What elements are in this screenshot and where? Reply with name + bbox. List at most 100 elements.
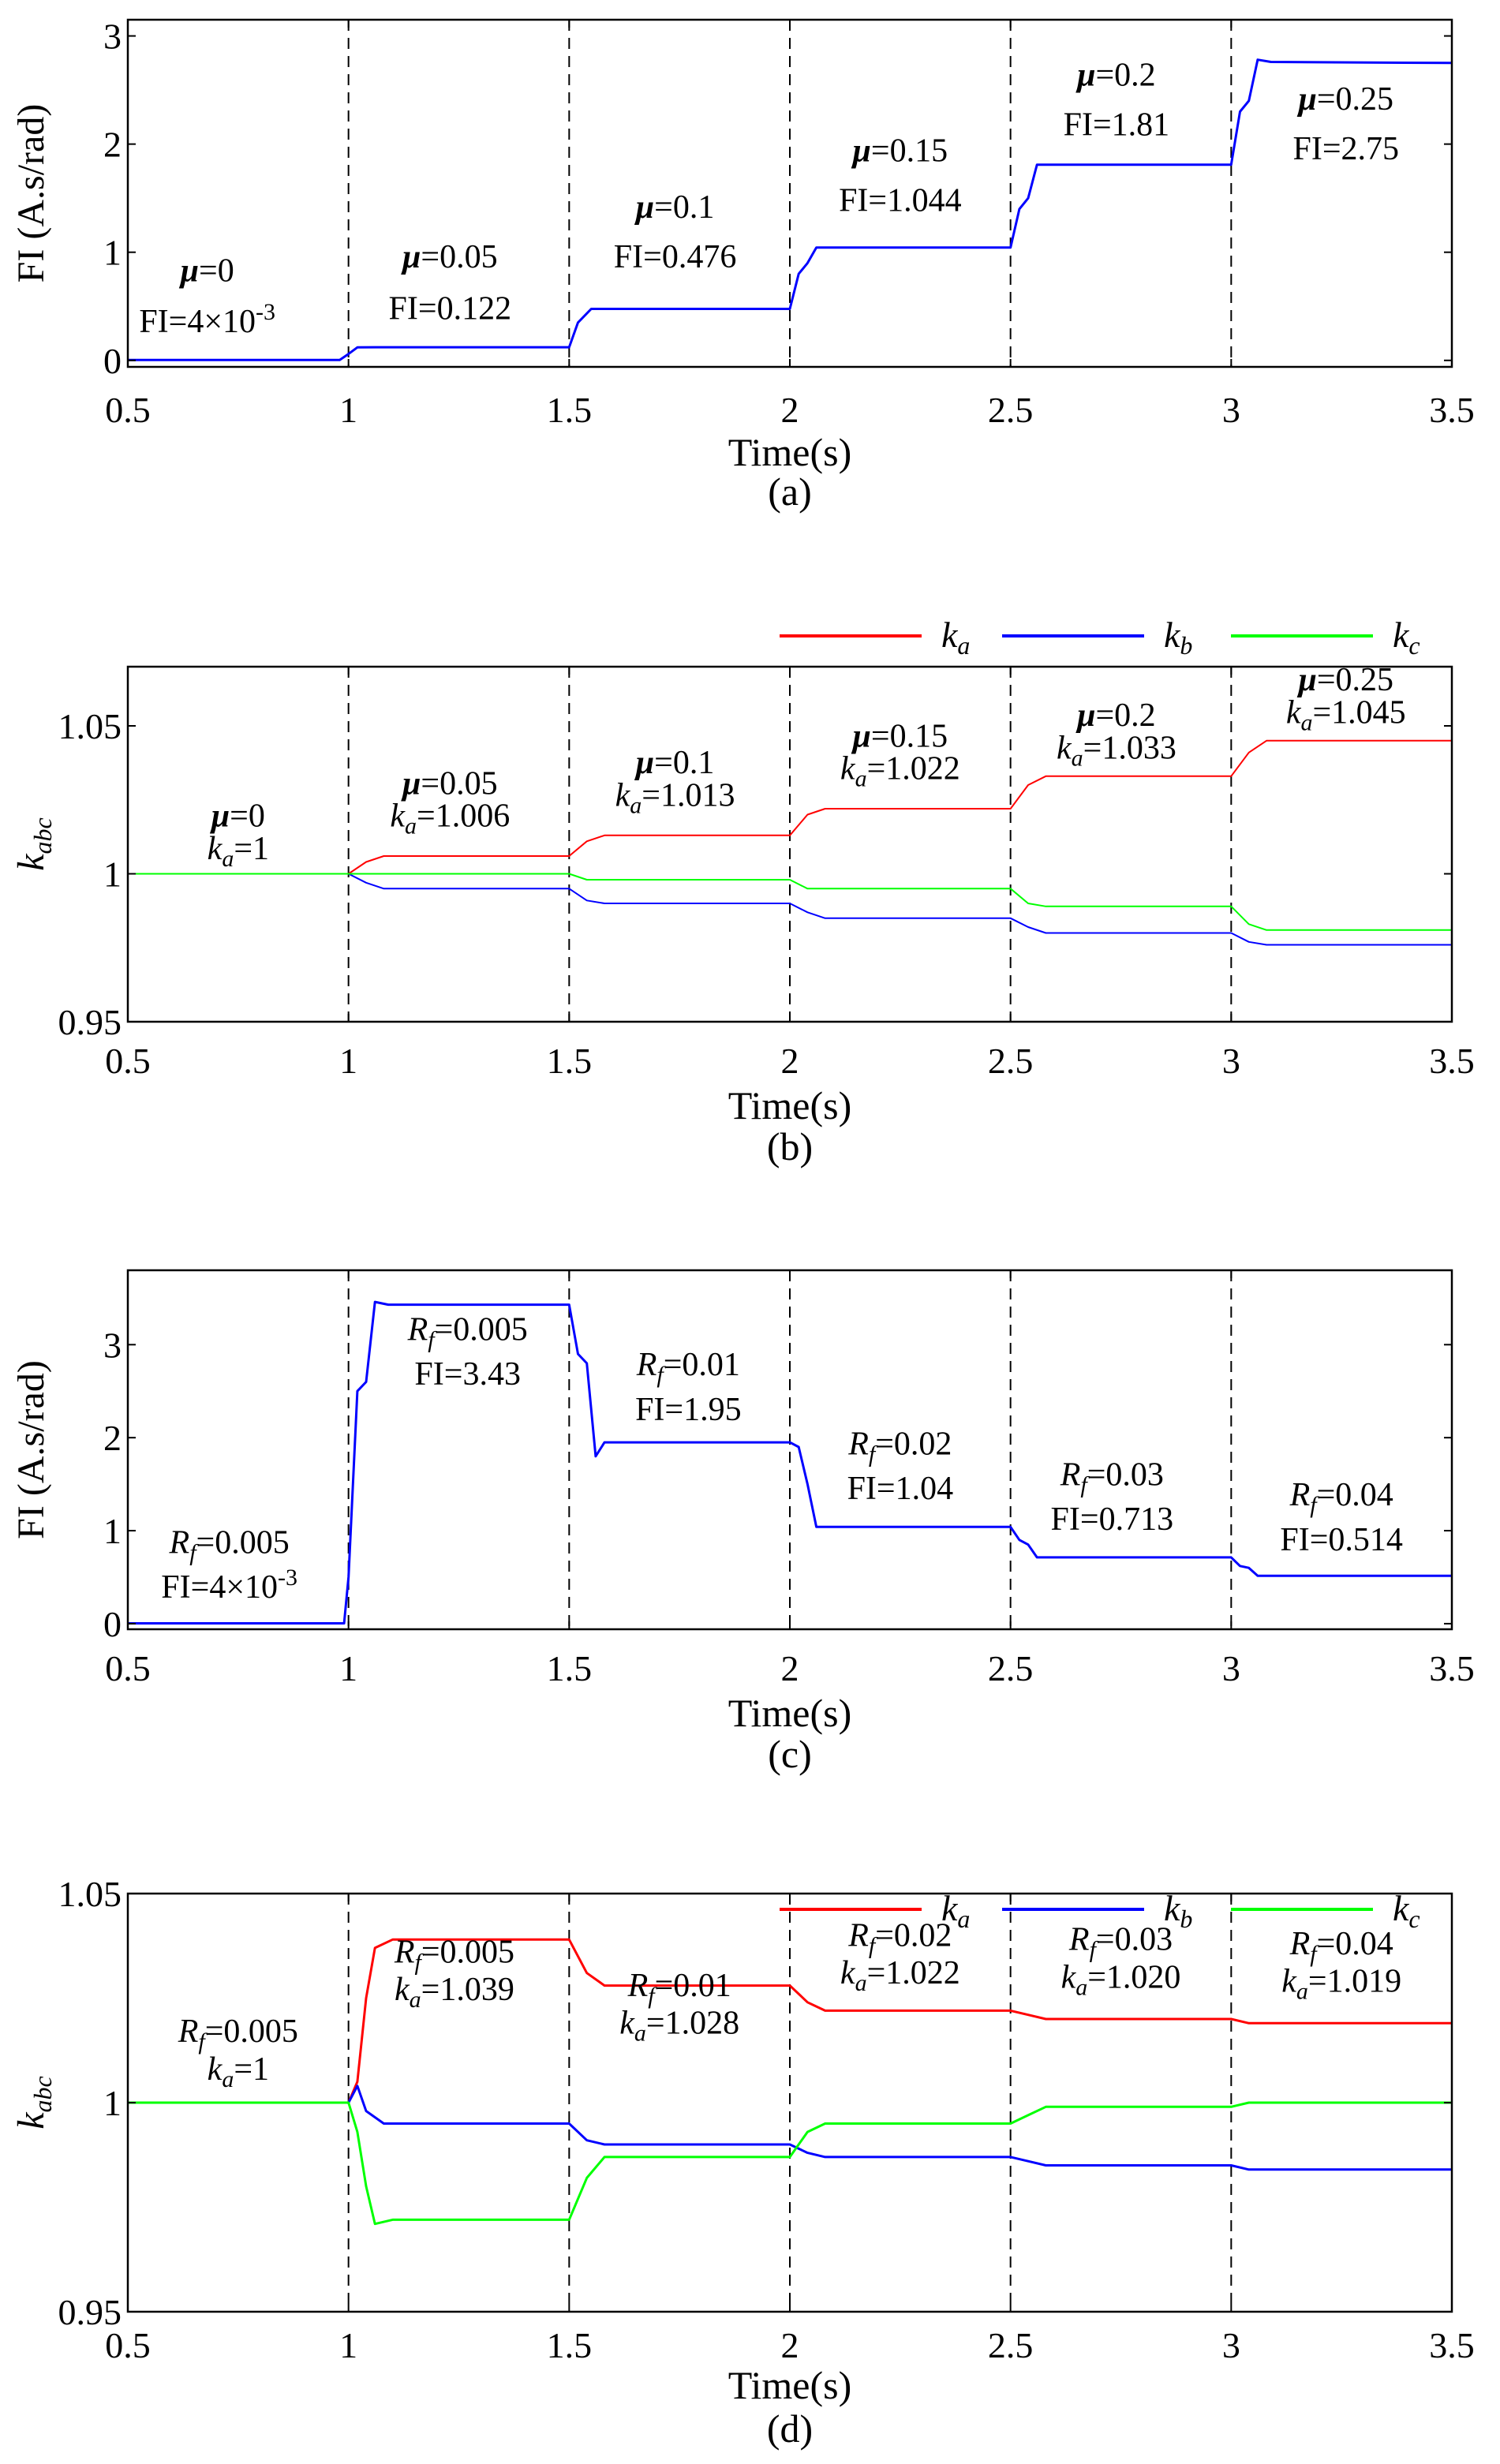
- annotation-k-sub: a: [1075, 1974, 1087, 2000]
- annotation-symbol: μ: [851, 718, 871, 754]
- y-axis-label: FI (A.s/rad): [10, 104, 52, 283]
- annotation-k-sub: a: [222, 846, 234, 872]
- panel-caption: (b): [767, 1124, 813, 1168]
- x-tick-label: 1.5: [547, 390, 593, 430]
- annotation-equals: =0: [230, 798, 265, 835]
- annotation-k-value: =1.013: [642, 777, 735, 813]
- annotation-k-value: =1.045: [1312, 694, 1405, 731]
- annotation-symbol: μ: [179, 253, 199, 290]
- annotation-fi-value: FI=1.044: [839, 183, 962, 219]
- legend-label-b: kb: [1164, 1888, 1192, 1933]
- annotation-param: Rf=0.005: [407, 1311, 528, 1352]
- annotation-value: ka=1.028: [619, 2006, 739, 2047]
- annotation-equals: =0: [199, 253, 234, 290]
- annotation-exponent: -3: [256, 299, 275, 325]
- legend-label-main: k: [1164, 615, 1181, 655]
- annotation-equals: =0.05: [421, 239, 497, 275]
- annotation-k: k: [1286, 694, 1302, 731]
- annotation-param: μ=0.15: [851, 133, 948, 170]
- y-axis-label: kabc: [10, 817, 57, 871]
- annotation-value: ka=1.045: [1286, 694, 1406, 735]
- annotation-k-sub: a: [855, 766, 867, 792]
- chart-panel-a: 0.5 1 1.5 2 2.5 3 3.5 0 1 2 3 Time(s)(a) FI (A.s/rad…: [10, 17, 1475, 514]
- annotation-param: μ=0.15: [851, 718, 948, 754]
- annotation-symbol: R: [1060, 1456, 1081, 1493]
- y-tick-label: 1: [103, 854, 122, 895]
- chart-panel-d: 0.5 1 1.5 2 2.5 3 3.50.9511.05Time(s)(d)kabcka…: [10, 1874, 1475, 2451]
- annotation-equals: =0.15: [871, 133, 948, 170]
- y-tick-label: 0: [103, 1604, 122, 1644]
- legend-label-a: ka: [941, 1888, 970, 1933]
- series-line-ka: [128, 1938, 1452, 2104]
- annotation-symbol: μ: [1075, 697, 1095, 734]
- chart-panel-b: 0.5 1 1.5 2 2.5 3 3.50.9511.05Time(s)(b)kabcka…: [10, 615, 1475, 1168]
- annotation-k: k: [840, 751, 856, 787]
- legend-label-c: kc: [1393, 615, 1420, 660]
- annotation-param: μ=0.05: [401, 239, 498, 275]
- annotation-param: μ=0: [210, 798, 265, 835]
- annotation-equals: =0.005: [196, 1524, 290, 1561]
- annotation-value: ka=1.013: [615, 777, 735, 818]
- annotation-symbol: R: [847, 1917, 869, 1954]
- annotation-symbol: R: [636, 1347, 657, 1383]
- annotation-param: μ=0.2: [1075, 697, 1156, 734]
- annotation-fi-value: FI=3.43: [414, 1356, 521, 1393]
- legend-label-a: ka: [941, 615, 970, 660]
- series-line-ka: [128, 739, 1452, 875]
- legend-label-c: kc: [1393, 1888, 1420, 1933]
- annotation-equals: =0.25: [1317, 662, 1393, 698]
- y-tick-label: 0: [103, 341, 122, 381]
- annotation-k-value: =1: [234, 831, 269, 867]
- annotation-k-value: =1.006: [417, 798, 510, 835]
- annotation-k-sub: a: [634, 2021, 646, 2047]
- legend-label-sub: a: [957, 1905, 970, 1933]
- legend-label-sub: c: [1408, 1905, 1420, 1933]
- annotation-equals: =0.1: [654, 745, 714, 781]
- x-tick-label: 2: [781, 1648, 799, 1688]
- annotation-param: Rf=0.03: [1060, 1456, 1164, 1497]
- y-axis-label-main: k: [10, 2111, 52, 2129]
- y-tick-label: 1: [103, 1511, 122, 1551]
- x-axis-label: Time(s): [728, 430, 852, 474]
- x-tick-label: 2: [781, 390, 799, 430]
- annotation-equals: =0.04: [1317, 1926, 1393, 1962]
- annotation-equals: =0.005: [435, 1311, 528, 1348]
- annotation-fi-value: FI=0.476: [614, 239, 737, 275]
- annotation-equals: =0.03: [1096, 1922, 1173, 1958]
- annotation-param: Rf=0.01: [627, 1968, 731, 2009]
- x-tick-label: 1: [339, 2325, 357, 2365]
- annotation-k-value: =1.020: [1087, 1959, 1180, 1995]
- x-axis-label: Time(s): [728, 1691, 852, 1735]
- y-axis-label-main: k: [10, 853, 52, 871]
- annotation-k: k: [1057, 730, 1072, 766]
- annotation-fi-value: FI=0.514: [1280, 1522, 1403, 1558]
- annotation-symbol: R: [169, 1524, 190, 1561]
- x-tick-label: 0.5: [105, 390, 151, 430]
- legend-label-sub: b: [1180, 1905, 1192, 1933]
- annotation-fi-value: FI=4×10: [139, 304, 256, 340]
- annotation-k: k: [395, 1972, 410, 2008]
- annotation-symbol: μ: [851, 133, 871, 170]
- annotation-value: ka=1.022: [840, 1955, 960, 1996]
- x-tick-label: 3.5: [1429, 1648, 1475, 1688]
- annotation-symbol: μ: [634, 745, 654, 781]
- x-tick-label: 3.5: [1429, 2325, 1475, 2365]
- annotation-value: ka=1.033: [1057, 730, 1176, 771]
- annotation-param: Rf=0.005: [169, 1524, 290, 1565]
- y-tick-label: 0.95: [58, 2292, 122, 2332]
- series-line-kb: [128, 873, 1452, 946]
- annotation-k-sub: a: [222, 2066, 234, 2092]
- annotation-symbol: R: [627, 1968, 649, 2004]
- x-tick-label: 3: [1222, 1041, 1240, 1081]
- annotation-value: ka=1.020: [1061, 1959, 1181, 2000]
- series-line-kb: [128, 2084, 1452, 2171]
- annotation-value: FI=2.75: [1292, 131, 1399, 167]
- annotation-symbol: R: [1289, 1477, 1311, 1513]
- legend-label-sub: b: [1180, 631, 1192, 660]
- x-tick-label: 0.5: [105, 2325, 151, 2365]
- annotation-equals: =0.1: [654, 189, 714, 226]
- annotation-param: μ=0: [179, 253, 234, 290]
- annotation-param: μ=0.2: [1075, 58, 1156, 94]
- annotation-value: FI=1.04: [847, 1471, 954, 1507]
